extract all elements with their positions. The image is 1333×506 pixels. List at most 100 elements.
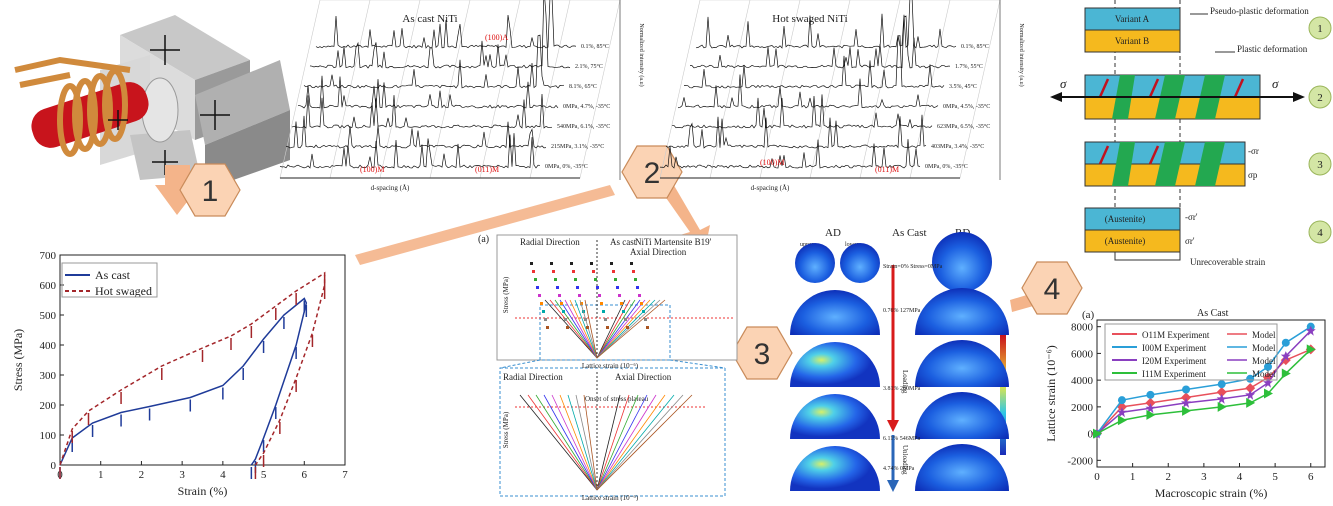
marker — [1216, 387, 1227, 398]
fan-line — [567, 394, 598, 491]
dot — [624, 318, 627, 321]
marker — [1181, 392, 1192, 403]
curve-label: 0MPa, 4.7%, -35°C — [563, 103, 610, 110]
y-tick-label: 600 — [40, 280, 57, 292]
marker — [1280, 351, 1291, 362]
dot — [596, 286, 599, 289]
marker — [1280, 355, 1291, 366]
arrow — [355, 185, 615, 265]
fan-line — [596, 394, 666, 491]
dot — [620, 302, 623, 305]
fan-line — [596, 299, 636, 359]
marker — [1281, 368, 1291, 379]
pole-figure — [790, 394, 880, 439]
state-label: Strain=0% Stress=0MPa — [883, 264, 943, 270]
marker — [1116, 407, 1127, 418]
dot — [572, 270, 575, 273]
marker — [1263, 377, 1273, 388]
fan-line — [559, 299, 598, 359]
panel-title: As cast NiTi — [402, 13, 457, 25]
dot — [636, 286, 639, 289]
marker — [1146, 390, 1155, 399]
curve-label: 403MPa, 3.4%, -35°C — [931, 143, 984, 150]
legend-label: Model — [1252, 330, 1276, 340]
legend-frame — [61, 262, 158, 298]
stage-circle — [1308, 152, 1332, 176]
spectrum — [677, 74, 939, 109]
marker — [1145, 397, 1156, 408]
stage-number: 2 — [1317, 92, 1323, 104]
pole-figure — [915, 392, 1009, 439]
y-tick-label: 300 — [40, 370, 57, 382]
fan-line — [551, 394, 598, 491]
stage-circle — [1308, 85, 1332, 109]
fan-line — [596, 394, 630, 491]
spectrum — [315, 0, 577, 49]
label: -σr' — [1185, 212, 1198, 222]
fan-line — [596, 394, 648, 491]
grid — [809, 0, 851, 179]
x-tick-label: 3 — [1201, 471, 1207, 483]
peak-label: (100)M — [360, 165, 384, 174]
grid — [379, 0, 421, 179]
marker — [1246, 397, 1256, 408]
label: Axial Direction — [615, 372, 672, 382]
label: As cast — [610, 237, 637, 247]
fan-line — [596, 299, 626, 359]
grid — [429, 0, 471, 179]
fan-line — [575, 394, 598, 491]
spectrum — [671, 94, 933, 129]
state-label: 6.11% 546MPa — [883, 436, 920, 442]
marker — [1181, 397, 1192, 408]
y-tick-label: 4000 — [1071, 375, 1094, 387]
legend-label: I00M Experiment — [1142, 343, 1207, 353]
grid — [859, 0, 901, 179]
spectrum — [659, 139, 921, 169]
legend-frame — [1104, 323, 1278, 381]
label: (Austenite) — [1105, 214, 1146, 224]
grid — [529, 0, 571, 179]
pole-figure — [915, 444, 1009, 491]
axis-label: Stress (MPa) — [502, 276, 510, 313]
fan-line — [569, 299, 598, 359]
pole-figure — [790, 342, 880, 387]
y-tick-label: 500 — [40, 310, 57, 322]
label: Plastic deformation — [1237, 44, 1308, 54]
dot — [602, 310, 605, 313]
label: Unloading — [901, 445, 909, 475]
curve-label: 1.7%, 55°C — [955, 63, 983, 70]
fan-line — [549, 299, 598, 359]
spectrum — [665, 114, 927, 149]
pole-figure — [840, 243, 880, 283]
dot — [536, 286, 539, 289]
diffraction-panels: As cast NiTi d-spacing (Å) Normalized inte… — [279, 0, 1025, 192]
stage-number: 4 — [1317, 227, 1323, 239]
dot — [564, 318, 567, 321]
step-number: 2 — [644, 157, 661, 190]
marker — [1117, 396, 1126, 405]
curve-label: 0MPa, 4.5%, -35°C — [943, 103, 990, 110]
pole-figure — [795, 243, 835, 283]
marker — [1217, 380, 1226, 389]
x-tick-label: 7 — [342, 469, 348, 481]
charts: 0 1 2 3 4 5 6 7 0 100 200 300 400 500 600 700 Strain (%)… — [11, 250, 1326, 500]
y-tick-label: 400 — [40, 340, 57, 352]
label: (Austenite) — [1105, 236, 1146, 246]
curve-label: 215MPa, 3.1%, -35°C — [551, 143, 604, 150]
dot — [576, 286, 579, 289]
series-line — [59, 297, 308, 466]
fan-line — [596, 394, 684, 491]
marker — [1146, 409, 1156, 420]
marker — [1245, 389, 1256, 400]
curve-label: 623MPa, 6.5%, -35°C — [937, 123, 990, 130]
axis-label: Lattice strain (10⁻⁶) — [582, 362, 639, 370]
marker — [1117, 415, 1127, 426]
curve-label: 0.1%, 85°C — [581, 43, 609, 50]
fan-line — [564, 299, 598, 359]
marker — [1264, 388, 1273, 399]
y-tick-label: 700 — [40, 250, 57, 262]
fan-line — [596, 299, 651, 359]
spectrum — [291, 93, 553, 129]
step-number: 4 — [1044, 273, 1061, 306]
pole-figure — [790, 446, 880, 491]
